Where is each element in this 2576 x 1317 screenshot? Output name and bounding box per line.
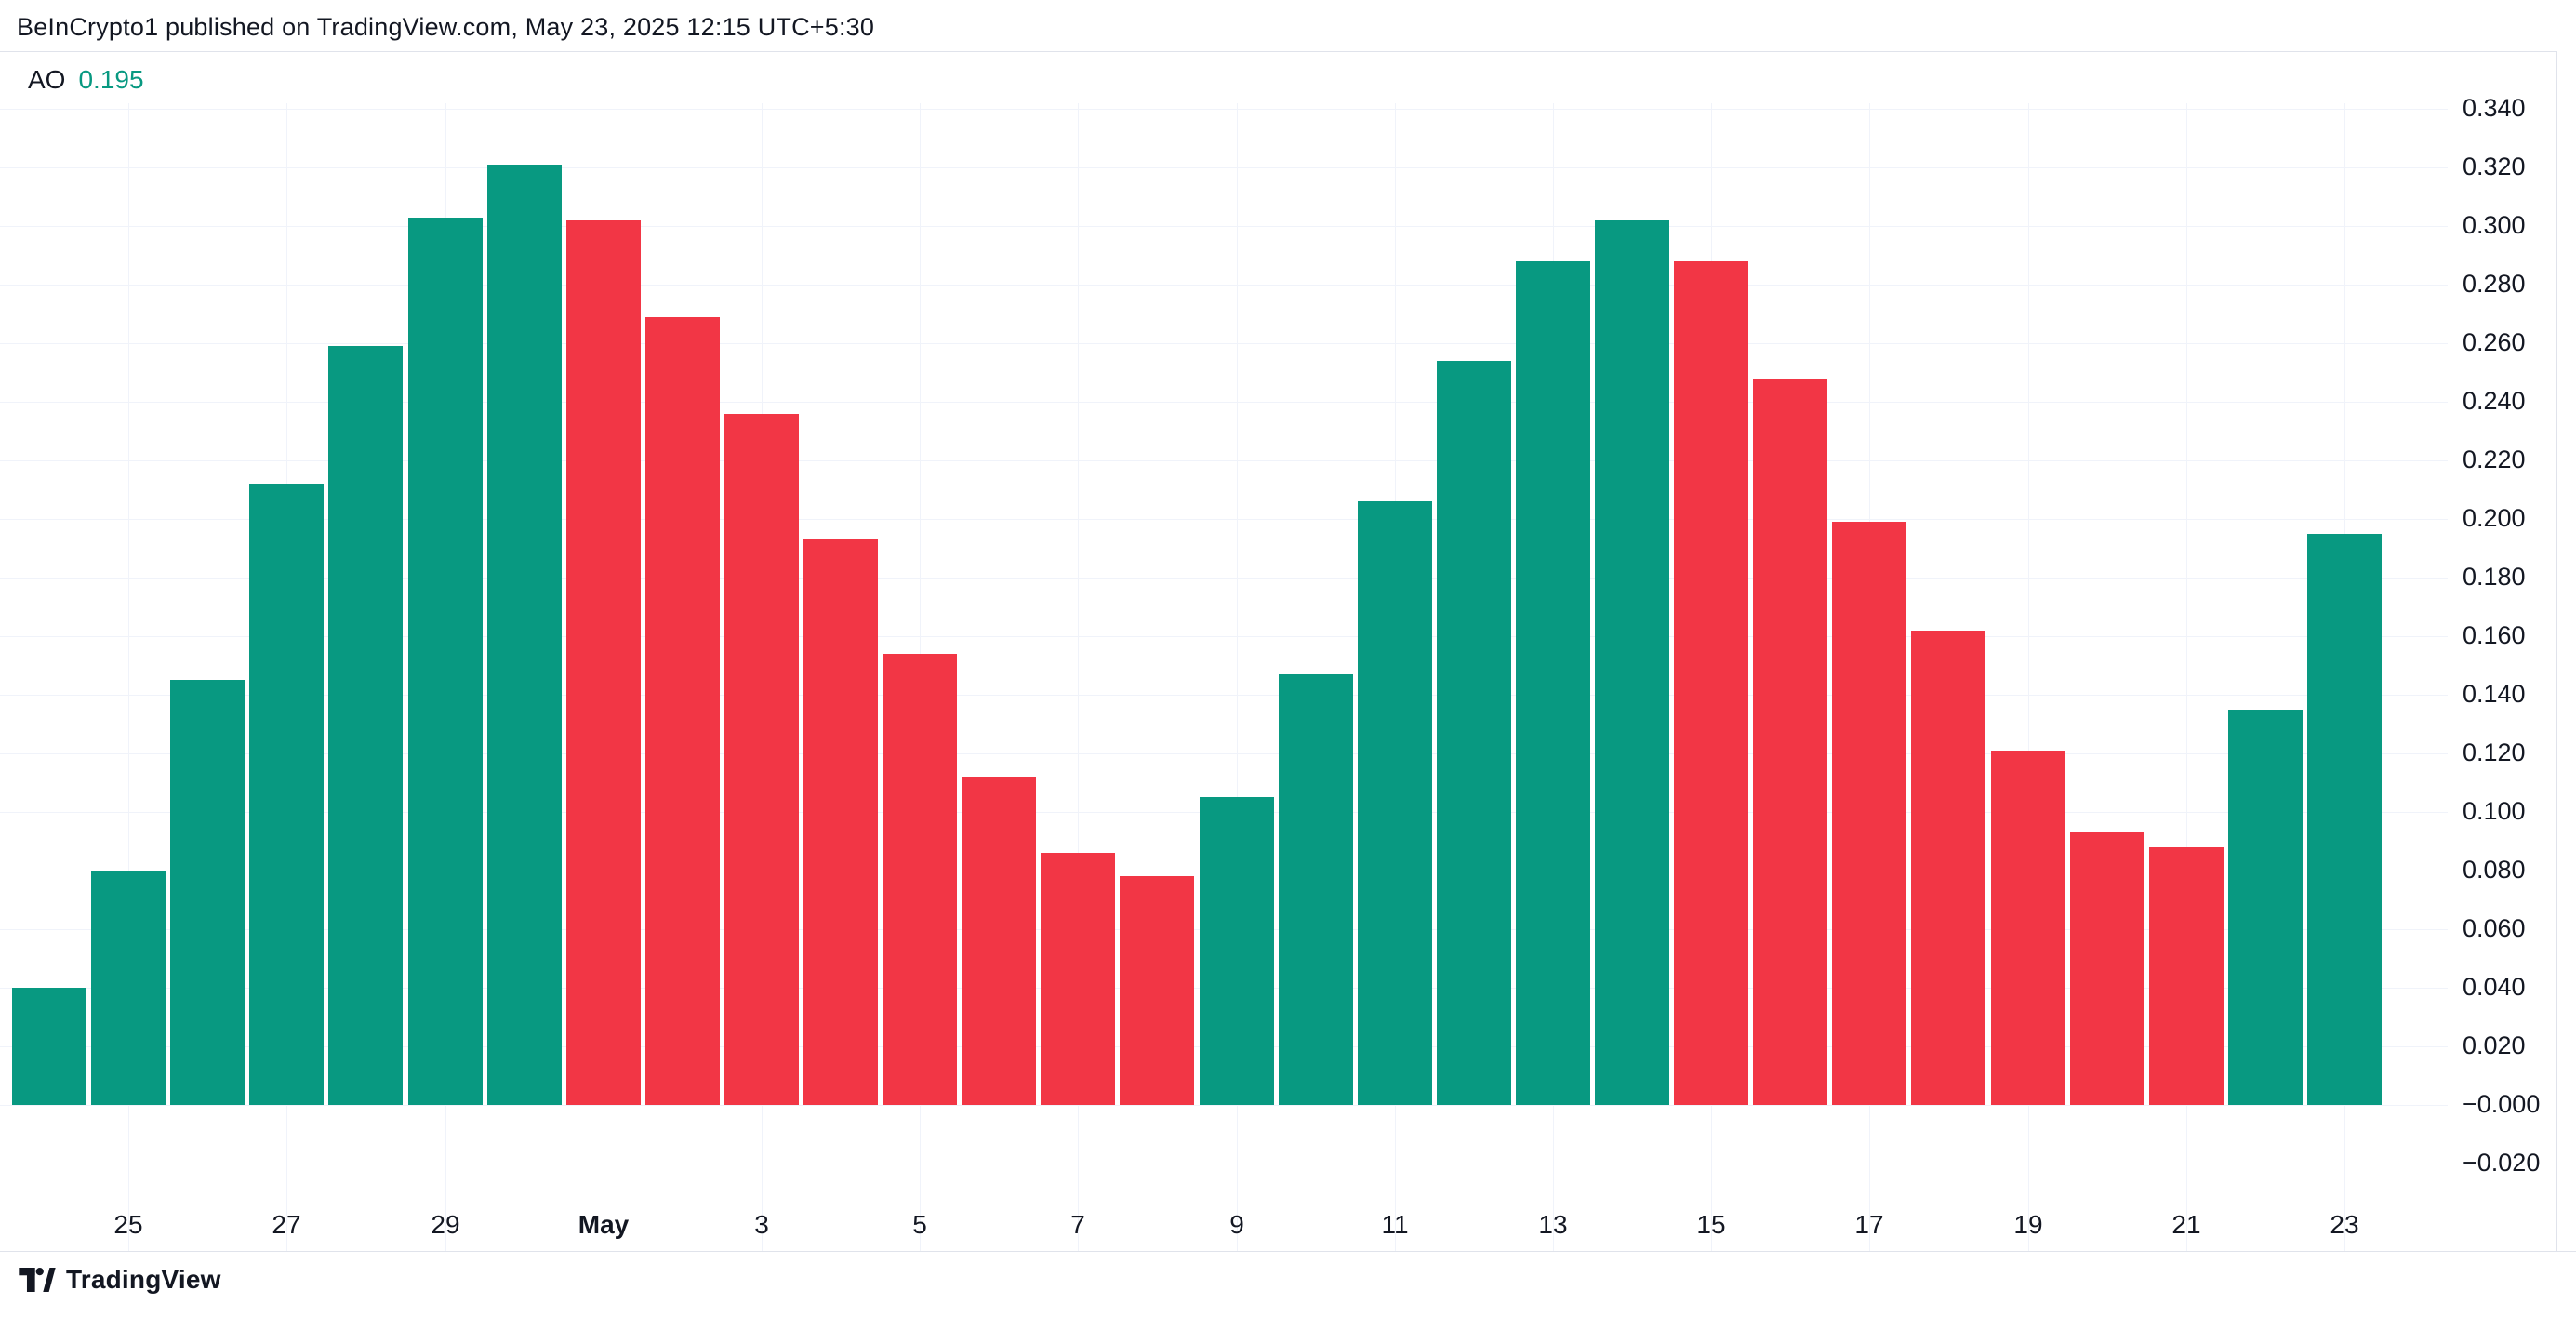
x-tick-label: 7 xyxy=(1070,1210,1085,1239)
time-scale-border xyxy=(0,1251,2576,1252)
ao-bar xyxy=(1437,361,1511,1105)
ao-bar xyxy=(1516,261,1590,1105)
ao-bar xyxy=(328,346,403,1105)
ao-bar xyxy=(12,988,86,1105)
ao-bar xyxy=(1674,261,1748,1105)
x-tick-label: 11 xyxy=(1381,1210,1409,1239)
ao-bar xyxy=(1595,220,1669,1105)
indicator-legend: AO 0.195 xyxy=(28,65,144,95)
h-gridline xyxy=(0,695,2448,696)
ao-bar xyxy=(883,654,957,1105)
indicator-name: AO xyxy=(28,65,66,94)
h-gridline xyxy=(0,402,2448,403)
ao-bar xyxy=(1200,797,1274,1105)
x-tick-label: 9 xyxy=(1229,1210,1244,1239)
v-gridline xyxy=(2186,103,2187,1251)
x-tick-label: 13 xyxy=(1538,1210,1568,1239)
price-scale-right-border xyxy=(2556,51,2557,1251)
v-gridline xyxy=(1237,103,1238,1251)
x-tick-label: 29 xyxy=(431,1210,460,1239)
h-gridline xyxy=(0,285,2448,286)
ao-bar xyxy=(249,484,324,1105)
y-tick-label: −0.000 xyxy=(2463,1090,2541,1118)
y-tick-label: 0.180 xyxy=(2463,563,2526,591)
ao-bar xyxy=(803,539,878,1105)
y-tick-label: 0.080 xyxy=(2463,856,2526,884)
ao-bar xyxy=(2149,847,2224,1105)
ao-bar xyxy=(91,871,166,1105)
x-tick-label: 21 xyxy=(2171,1210,2201,1239)
y-tick-label: 0.220 xyxy=(2463,446,2526,473)
ao-bar xyxy=(487,165,562,1105)
h-gridline xyxy=(0,519,2448,520)
price-scale: 0.340 0.320 0.300 0.280 0.260 0.240 0.220 0.200… xyxy=(113,94,2541,1239)
plot-area[interactable] xyxy=(0,51,2556,1251)
y-tick-label: 0.340 xyxy=(2463,94,2526,122)
x-tick-label: 3 xyxy=(754,1210,769,1239)
v-gridline xyxy=(1078,103,1079,1251)
h-gridline xyxy=(0,167,2448,168)
y-tick-label: 0.320 xyxy=(2463,153,2526,180)
tradingview-logo[interactable]: TradingView xyxy=(19,1265,221,1295)
tradingview-logo-text: TradingView xyxy=(66,1265,221,1294)
ao-bar xyxy=(1358,501,1432,1105)
ao-bar xyxy=(1911,631,1985,1105)
ao-bar xyxy=(1279,674,1353,1105)
ao-bar xyxy=(2070,832,2144,1105)
h-gridline xyxy=(0,636,2448,637)
x-tick-label: May xyxy=(578,1210,630,1239)
ao-bar xyxy=(724,414,799,1105)
ao-bar xyxy=(1991,751,2065,1105)
y-tick-label: −0.020 xyxy=(2463,1149,2541,1177)
x-tick-label: 17 xyxy=(1854,1210,1884,1239)
h-gridline xyxy=(0,226,2448,227)
y-tick-label: 0.240 xyxy=(2463,387,2526,415)
y-tick-label: 0.200 xyxy=(2463,504,2526,532)
ao-bar xyxy=(408,218,483,1105)
v-gridline xyxy=(128,103,129,1251)
x-tick-label: 23 xyxy=(2330,1210,2359,1239)
x-tick-label: 15 xyxy=(1696,1210,1726,1239)
ao-bar xyxy=(1753,379,1827,1105)
y-tick-label: 0.060 xyxy=(2463,914,2526,942)
indicator-value: 0.195 xyxy=(78,65,144,94)
y-tick-label: 0.100 xyxy=(2463,797,2526,825)
y-tick-label: 0.260 xyxy=(2463,328,2526,356)
h-gridline xyxy=(0,753,2448,754)
h-gridline xyxy=(0,460,2448,461)
y-tick-label: 0.280 xyxy=(2463,270,2526,298)
ao-bar xyxy=(1120,876,1194,1105)
y-tick-label: 0.140 xyxy=(2463,680,2526,708)
tradingview-logo-icon xyxy=(19,1268,56,1292)
ao-bar xyxy=(170,680,245,1105)
ao-bar xyxy=(645,317,720,1105)
ao-bar xyxy=(2228,710,2303,1105)
ao-bar xyxy=(566,220,641,1105)
pane-top-border xyxy=(0,51,2556,52)
h-gridline xyxy=(0,578,2448,579)
h-gridline xyxy=(0,109,2448,110)
h-gridline xyxy=(0,1105,2448,1106)
y-tick-label: 0.020 xyxy=(2463,1031,2526,1059)
y-tick-label: 0.120 xyxy=(2463,738,2526,766)
y-tick-label: 0.300 xyxy=(2463,211,2526,239)
x-tick-label: 25 xyxy=(113,1210,143,1239)
y-tick-label: 0.160 xyxy=(2463,621,2526,649)
ao-bar xyxy=(2307,534,2382,1105)
ao-bar xyxy=(1041,853,1115,1105)
x-tick-label: 27 xyxy=(272,1210,301,1239)
x-tick-label: 5 xyxy=(912,1210,927,1239)
h-gridline xyxy=(0,343,2448,344)
v-gridline xyxy=(2028,103,2029,1251)
x-tick-label: 19 xyxy=(2013,1210,2043,1239)
y-tick-label: 0.040 xyxy=(2463,973,2526,1001)
ao-bar xyxy=(1832,522,1906,1105)
attribution-header: BeInCrypto1 published on TradingView.com… xyxy=(17,13,875,41)
ao-bar xyxy=(962,777,1036,1105)
